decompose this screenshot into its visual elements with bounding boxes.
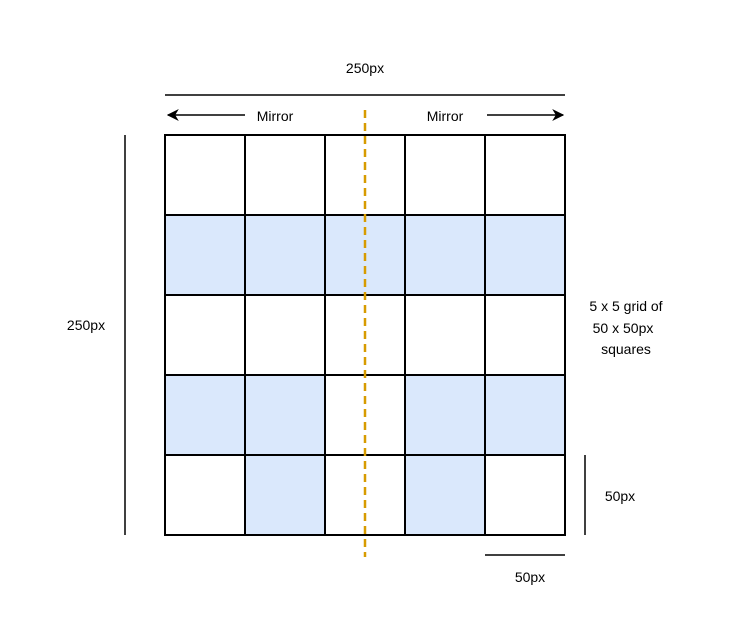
grid-cell-filled (484, 214, 566, 296)
grid-cell-filled (404, 214, 486, 296)
grid-cell-empty (164, 454, 246, 536)
grid-cell-empty (404, 294, 486, 376)
grid-cell-empty (244, 294, 326, 376)
grid-cell-empty (484, 294, 566, 376)
grid-description-line-3: squares (601, 341, 651, 357)
grid-description-line-2: 50 x 50px (593, 320, 654, 336)
left-height-label: 250px (67, 317, 105, 333)
grid-cell-filled (244, 374, 326, 456)
grid-cell-filled (244, 214, 326, 296)
mirror-left-label: Mirror (257, 108, 294, 124)
top-width-label: 250px (346, 60, 384, 76)
grid-cell-filled (484, 374, 566, 456)
grid-cell-empty (164, 134, 246, 216)
grid-cell-filled (404, 454, 486, 536)
grid-cell-empty (484, 454, 566, 536)
grid-cell-filled (244, 454, 326, 536)
grid-cell-empty (244, 134, 326, 216)
grid (164, 134, 566, 536)
grid-cell-filled (404, 374, 486, 456)
cell-height-label: 50px (605, 488, 635, 504)
grid-cell-filled (164, 374, 246, 456)
grid-cell-filled (164, 214, 246, 296)
mirror-right-label: Mirror (427, 108, 464, 124)
grid-cell-empty (484, 134, 566, 216)
grid-cell-empty (164, 294, 246, 376)
grid-description-line-1: 5 x 5 grid of (589, 298, 662, 314)
cell-width-label: 50px (515, 569, 545, 585)
grid-cell-empty (404, 134, 486, 216)
